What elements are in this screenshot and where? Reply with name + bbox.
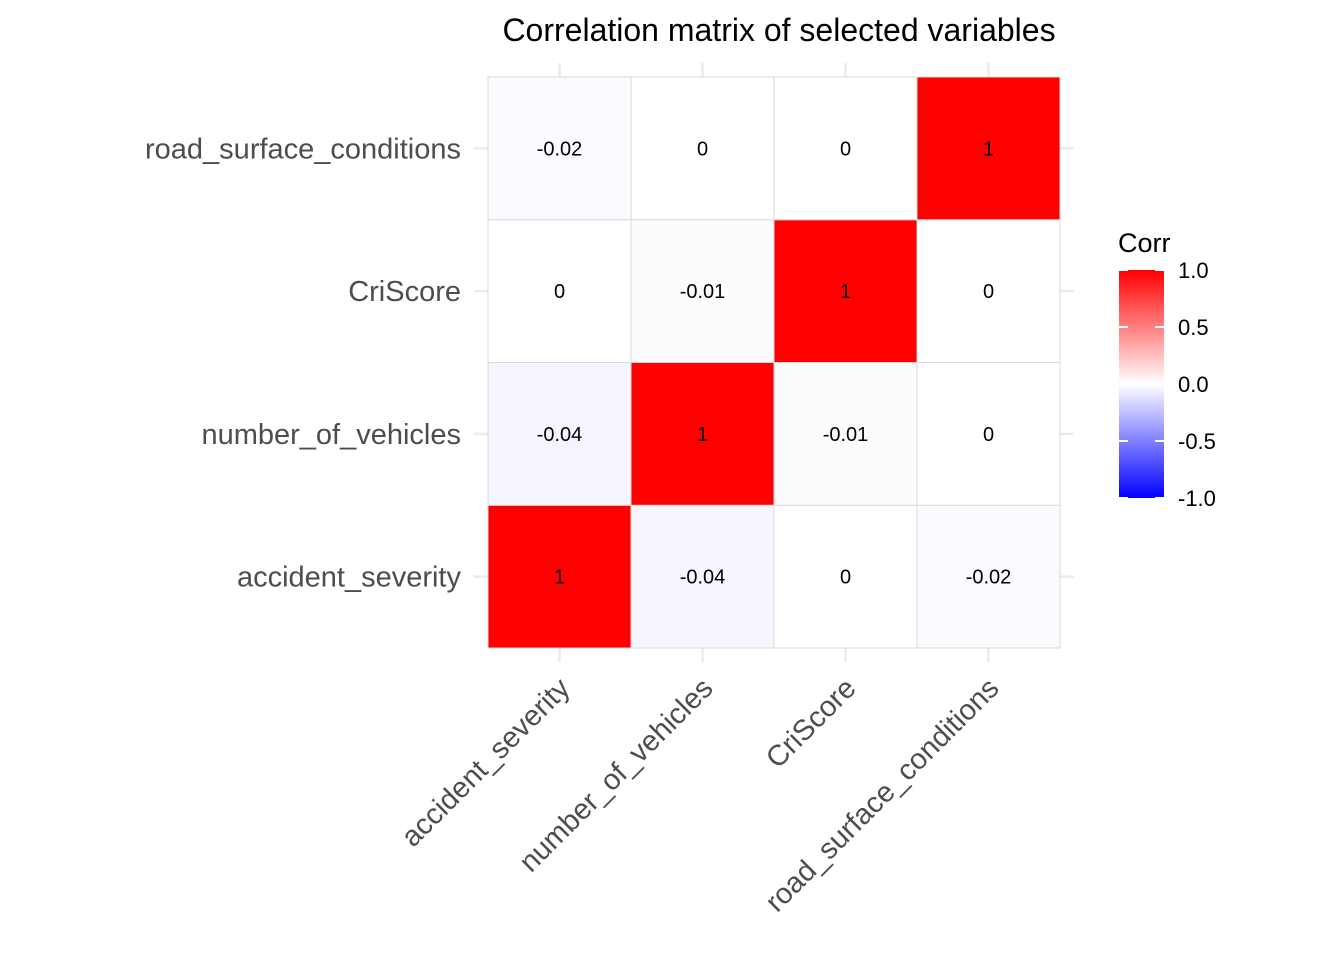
heatmap-cells: 1 -0.04 0 -0.02 -0.04 1 -0.01 0 0 -0.01 1 0 -0.02 0 0 1 <box>487 76 1061 649</box>
legend-title: Corr <box>1118 228 1171 258</box>
cell-value-label: 0 <box>983 424 994 446</box>
y-tick-label: CriScore <box>348 276 461 308</box>
cell-value-label: 0 <box>840 567 851 589</box>
cell-value-label: -0.04 <box>537 424 583 446</box>
cell-value-label: 0 <box>840 138 851 160</box>
heatmap-cell <box>916 219 1061 363</box>
heatmap-cell <box>487 76 632 221</box>
cell-value-label: -0.01 <box>823 424 869 446</box>
cell-value-label: 0 <box>554 281 565 303</box>
cell-value-label: 0 <box>697 138 708 160</box>
chart-title: Correlation matrix of selected variables <box>502 12 1055 48</box>
legend-tick-label: 0.0 <box>1178 372 1209 397</box>
cell-value-label: 1 <box>697 424 708 446</box>
cell-value-label: -0.01 <box>680 281 726 303</box>
heatmap-cell <box>773 76 918 221</box>
heatmap-cell <box>630 362 775 506</box>
legend-tick-label: 1.0 <box>1178 258 1209 283</box>
y-axis-labels: accident_severity number_of_vehicles CriSc… <box>145 133 461 593</box>
cell-value-label: -0.02 <box>537 138 583 160</box>
cell-value-label: -0.04 <box>680 567 726 589</box>
legend-tick-label: -1.0 <box>1178 486 1216 511</box>
legend-tick-label: -0.5 <box>1178 429 1216 454</box>
heatmap-cell <box>916 504 1061 649</box>
y-tick-label: number_of_vehicles <box>201 419 461 451</box>
x-tick-label: road_surface_conditions <box>759 672 1005 918</box>
heatmap-cell <box>487 504 632 649</box>
cell-value-label: -0.02 <box>966 567 1012 589</box>
y-tick-label: accident_severity <box>237 562 462 594</box>
heatmap-cell <box>773 504 918 649</box>
heatmap-cell <box>773 219 918 363</box>
cell-value-label: 1 <box>554 567 565 589</box>
heatmap-cell <box>916 362 1061 506</box>
cell-value-label: 1 <box>840 281 851 303</box>
heatmap-cell <box>487 219 632 363</box>
legend: Corr 1.0 0.5 0.0 -0.5 -1.0 <box>1118 228 1216 511</box>
cell-value-label: 0 <box>983 281 994 303</box>
x-tick-label: CriScore <box>760 672 862 774</box>
legend-tick-label: 0.5 <box>1178 315 1209 340</box>
y-tick-label: road_surface_conditions <box>145 133 461 165</box>
cell-value-label: 1 <box>983 138 994 160</box>
heatmap-cell <box>630 504 775 649</box>
heatmap-cell <box>916 76 1061 221</box>
heatmap-cell <box>630 76 775 221</box>
